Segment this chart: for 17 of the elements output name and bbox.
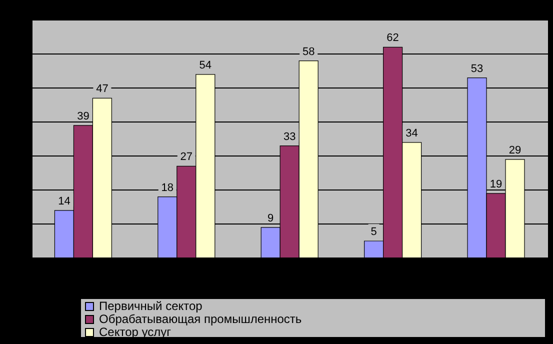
data-label: 33	[283, 130, 296, 143]
data-label: 58	[302, 46, 315, 58]
data-label: 53	[470, 62, 484, 75]
data-label: 9	[268, 212, 274, 224]
data-label: 34	[406, 127, 418, 140]
data-label: 19	[490, 178, 502, 190]
legend-label: Первичный сектор	[99, 299, 202, 313]
data-label: 54	[199, 59, 212, 72]
legend-label: Обрабатывающая промышленность	[99, 312, 302, 326]
data-label: 29	[508, 144, 522, 156]
data-label: 14	[58, 195, 70, 208]
data-label: 62	[386, 32, 399, 44]
data-label: 18	[161, 182, 174, 194]
data-label: 5	[370, 226, 377, 238]
data-label: 27	[180, 151, 193, 164]
data-label: 47	[96, 83, 108, 96]
data-label: 39	[77, 110, 90, 122]
